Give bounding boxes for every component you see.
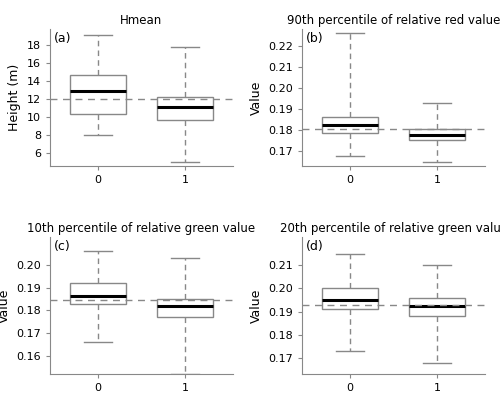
Y-axis label: Value: Value	[250, 289, 263, 323]
Text: (b): (b)	[306, 32, 324, 45]
Y-axis label: Value: Value	[0, 289, 10, 323]
Text: (a): (a)	[54, 32, 71, 45]
PathPatch shape	[322, 288, 378, 310]
Y-axis label: Height (m): Height (m)	[8, 64, 22, 131]
PathPatch shape	[409, 298, 466, 316]
Y-axis label: Value: Value	[250, 80, 263, 115]
Title: 20th percentile of relative green value: 20th percentile of relative green value	[280, 222, 500, 235]
Text: (d): (d)	[306, 240, 324, 253]
PathPatch shape	[409, 129, 466, 140]
Title: Hmean: Hmean	[120, 14, 162, 27]
PathPatch shape	[70, 283, 126, 304]
Text: (c): (c)	[54, 240, 70, 253]
PathPatch shape	[156, 97, 213, 119]
PathPatch shape	[70, 75, 126, 114]
PathPatch shape	[322, 116, 378, 134]
Title: 90th percentile of relative red value: 90th percentile of relative red value	[287, 14, 500, 27]
PathPatch shape	[156, 299, 213, 317]
Title: 10th percentile of relative green value: 10th percentile of relative green value	[28, 222, 256, 235]
